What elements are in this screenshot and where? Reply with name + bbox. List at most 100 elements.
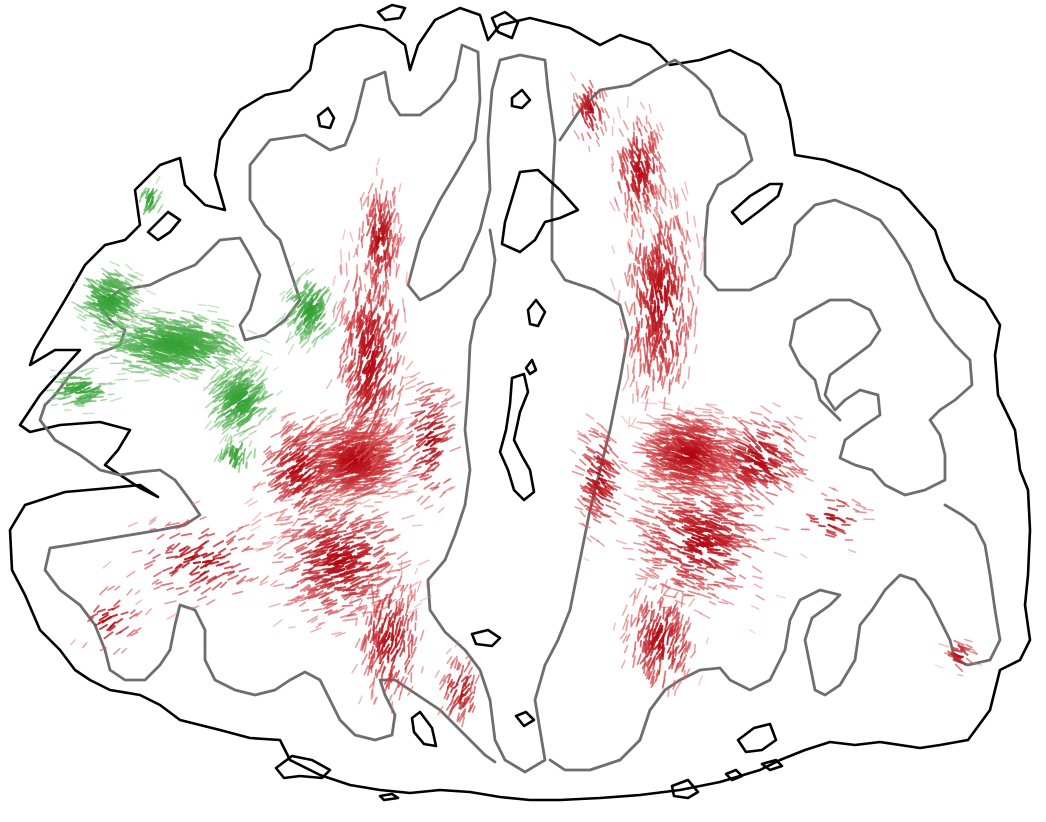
fiber-glyph — [758, 481, 769, 489]
fiber-glyph — [283, 603, 293, 607]
fiber-glyph — [650, 315, 655, 331]
fiber-glyph — [307, 533, 315, 539]
fiber-glyph — [598, 476, 608, 482]
fiber-glyph — [736, 450, 749, 459]
fiber-glyph — [324, 609, 334, 614]
fiber-glyph — [681, 635, 686, 649]
fiber-glyph — [826, 516, 836, 521]
fiber-glyph — [403, 614, 409, 627]
fiber-glyph — [636, 653, 642, 666]
fiber-glyph — [642, 362, 646, 375]
fiber-glyph — [326, 478, 345, 482]
fiber-glyph — [388, 426, 396, 437]
fiber-glyph — [280, 429, 289, 438]
fiber-glyph — [383, 430, 391, 443]
fiber-glyph — [341, 497, 350, 507]
fiber-glyph — [277, 533, 286, 540]
fiber-glyph — [278, 427, 286, 435]
fiber-glyph — [341, 434, 352, 441]
fiber-glyph — [359, 191, 365, 201]
fiber-glyph — [696, 418, 712, 425]
fiber-glyph — [672, 679, 676, 688]
fiber-glyph — [831, 488, 839, 492]
fiber-glyph — [380, 232, 385, 241]
fiber-glyph — [401, 615, 405, 627]
fiber-glyph — [302, 534, 312, 539]
fiber-glyph — [749, 464, 760, 475]
fiber-glyph — [154, 347, 163, 352]
fiber-glyph — [662, 340, 666, 350]
fiber-glyph — [670, 467, 688, 474]
fiber-glyph — [332, 275, 336, 286]
fiber-glyph — [420, 666, 424, 674]
fiber-glyph — [378, 324, 383, 333]
fiber-glyph — [637, 320, 641, 334]
fiber-glyph — [144, 563, 154, 570]
fiber-glyph — [686, 616, 690, 626]
fiber-glyph — [245, 547, 254, 551]
fiber-glyph — [332, 546, 344, 553]
fiber-glyph — [720, 582, 731, 590]
fiber-glyph — [745, 474, 754, 482]
fiber-glyph — [670, 362, 676, 375]
fiber-glyph — [155, 581, 163, 585]
fiber-glyph — [654, 184, 658, 195]
fiber-glyph — [245, 577, 254, 583]
fiber-glyph — [734, 525, 745, 531]
fiber-glyph — [658, 289, 664, 304]
fiber-glyph — [424, 475, 432, 481]
fiber-glyph — [382, 488, 391, 495]
fiber-glyph — [344, 591, 356, 601]
fiber-glyph — [649, 540, 662, 544]
fiber-glyph — [366, 563, 379, 572]
ventricle-mid-small — [526, 298, 547, 328]
fiber-glyph — [359, 640, 364, 651]
fiber-glyph — [373, 605, 378, 617]
fiber-glyph — [345, 474, 353, 481]
fiber-glyph — [305, 434, 315, 442]
fiber-glyph — [469, 695, 475, 704]
fiber-glyph — [172, 377, 181, 383]
fiber-glyph — [574, 464, 586, 472]
fiber-glyph — [380, 225, 385, 235]
fiber-glyph — [374, 294, 379, 303]
fiber-glyph — [370, 421, 377, 433]
fiber-glyph — [634, 201, 640, 213]
fiber-glyph — [300, 608, 310, 612]
fiber-glyph — [805, 513, 816, 518]
fiber-glyph — [379, 334, 384, 349]
fiber-glyph — [380, 337, 385, 353]
fiber-glyph — [369, 481, 380, 486]
fiber-glyph — [307, 557, 321, 564]
fiber-glyph — [643, 256, 646, 266]
fiber-glyph — [604, 108, 610, 119]
fiber-glyph — [660, 584, 665, 594]
fiber-glyph — [684, 453, 701, 458]
fiber-glyph — [663, 396, 666, 410]
fiber-glyph — [314, 578, 327, 586]
fiber-glyph — [376, 200, 380, 213]
fiber-glyph — [658, 256, 664, 267]
fiber-glyph — [628, 303, 634, 317]
fiber-glyph — [349, 370, 358, 382]
fiber-glyph — [452, 700, 460, 709]
fiber-glyph — [342, 229, 346, 241]
fiber-glyph — [652, 368, 656, 381]
fiber-glyph — [392, 313, 399, 325]
fiber-glyph — [656, 615, 662, 628]
fiber-glyph — [293, 598, 305, 602]
fiber-glyph — [111, 346, 126, 350]
fiber-glyph — [687, 287, 690, 303]
fiber-glyph — [637, 443, 647, 448]
fiber-glyph — [380, 394, 386, 404]
fiber-glyph — [663, 514, 676, 523]
fiber-glyph — [311, 553, 319, 559]
fiber-glyph — [383, 529, 394, 532]
fiber-glyph — [365, 334, 374, 348]
fiber-glyph — [420, 468, 430, 477]
fiber-glyph — [85, 367, 99, 370]
fiber-glyph — [736, 500, 747, 511]
fiber-glyph — [653, 129, 659, 141]
fiber-glyph — [654, 260, 659, 276]
fiber-glyph — [686, 622, 692, 631]
